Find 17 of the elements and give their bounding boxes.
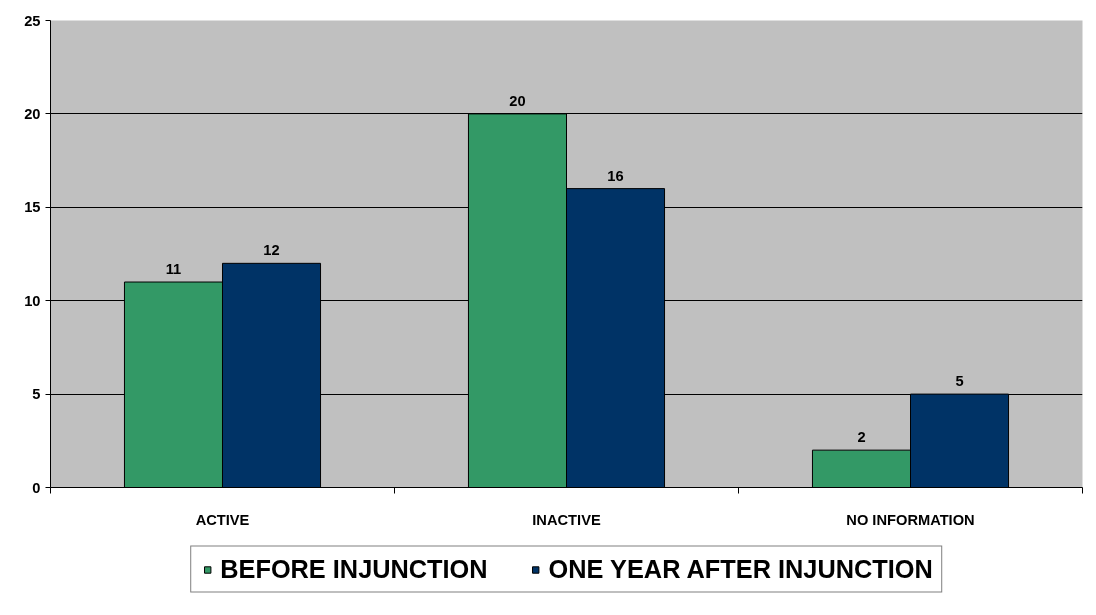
data-label: 16 [607,167,624,184]
x-tick-label: ACTIVE [195,511,250,528]
y-tick-label: 20 [24,105,41,122]
y-tick-label: 10 [24,292,41,309]
x-tick-label: NO INFORMATION [846,511,975,528]
x-tick-label: INACTIVE [532,511,601,528]
legend-label: ONE YEAR AFTER INJUNCTION [548,554,933,584]
y-tick-label: 15 [24,199,41,216]
data-label: 12 [263,242,280,259]
data-label: 2 [857,429,866,446]
y-tick-label: 5 [32,386,41,403]
data-label: 20 [509,92,526,109]
legend-label: BEFORE INJUNCTION [220,554,488,584]
y-tick-label: 25 [24,12,41,29]
data-label: 5 [955,373,964,390]
y-tick-label: 0 [32,479,41,496]
data-label: 11 [165,261,182,278]
